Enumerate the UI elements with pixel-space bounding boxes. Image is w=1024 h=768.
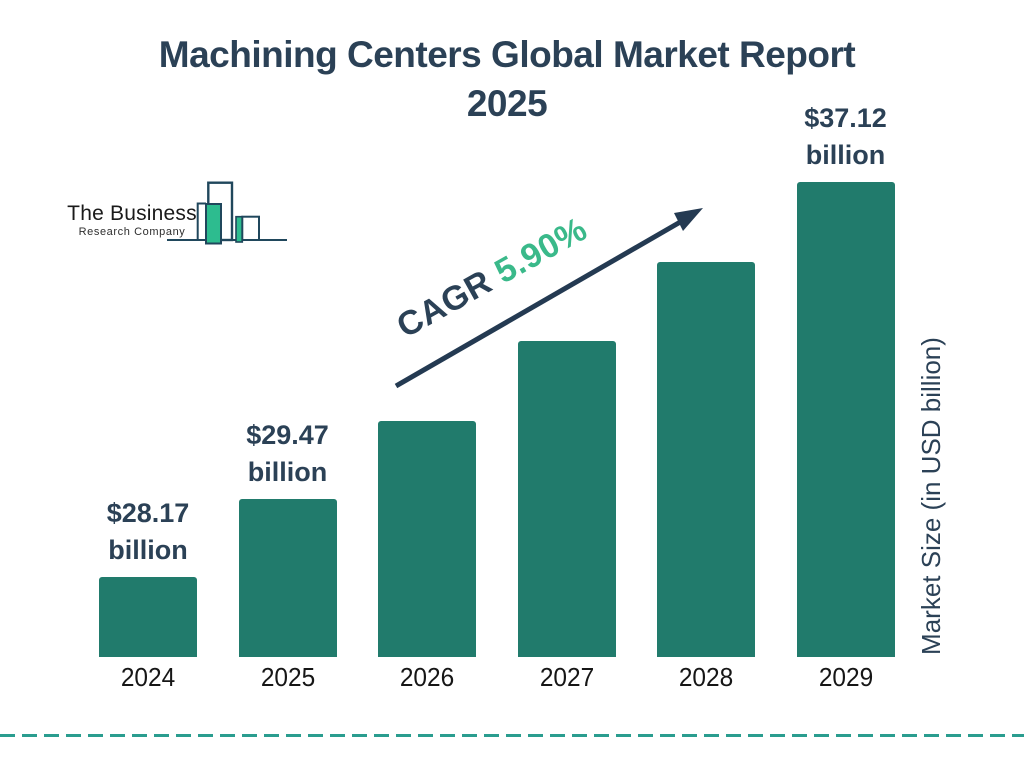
logo-text: The Business Research Company bbox=[62, 202, 202, 238]
x-tick-label-2025: 2025 bbox=[260, 662, 315, 692]
bar-2029 bbox=[796, 182, 895, 657]
company-logo-skyline-icon bbox=[167, 181, 287, 245]
cagr-annotation: CAGR 5.90% bbox=[378, 203, 612, 363]
x-tick-label-2027: 2027 bbox=[539, 662, 594, 692]
bar-2025 bbox=[238, 499, 337, 657]
page-title-line2: 2025 bbox=[466, 83, 548, 124]
x-tick-label-2028: 2028 bbox=[678, 662, 734, 692]
cagr-label: CAGR bbox=[390, 262, 499, 346]
x-tick-label-2024: 2024 bbox=[120, 662, 176, 692]
x-tick-label-2029: 2029 bbox=[818, 662, 873, 692]
bar-2028 bbox=[657, 262, 755, 657]
logo-company-name: The Business bbox=[67, 202, 197, 225]
growth-arrow-head bbox=[674, 208, 703, 231]
bar-2026 bbox=[378, 421, 476, 657]
page-title: Machining Centers Global Market Report 2… bbox=[0, 30, 1014, 128]
value-label-2024: $28.17 billion bbox=[106, 498, 190, 565]
bar-2027 bbox=[517, 341, 616, 657]
logo-company-subtitle: Research Company bbox=[78, 226, 186, 238]
value-label-2029: $37.12 billion bbox=[804, 103, 887, 170]
cagr-value: 5.90% bbox=[488, 209, 594, 292]
bar-2024 bbox=[99, 577, 197, 657]
y-axis-label: Market Size (in USD billion) bbox=[916, 337, 946, 655]
page-title-line1: Machining Centers Global Market Report bbox=[158, 34, 856, 75]
value-label-2025: $29.47 billion bbox=[246, 420, 329, 487]
x-tick-label-2026: 2026 bbox=[399, 662, 455, 692]
